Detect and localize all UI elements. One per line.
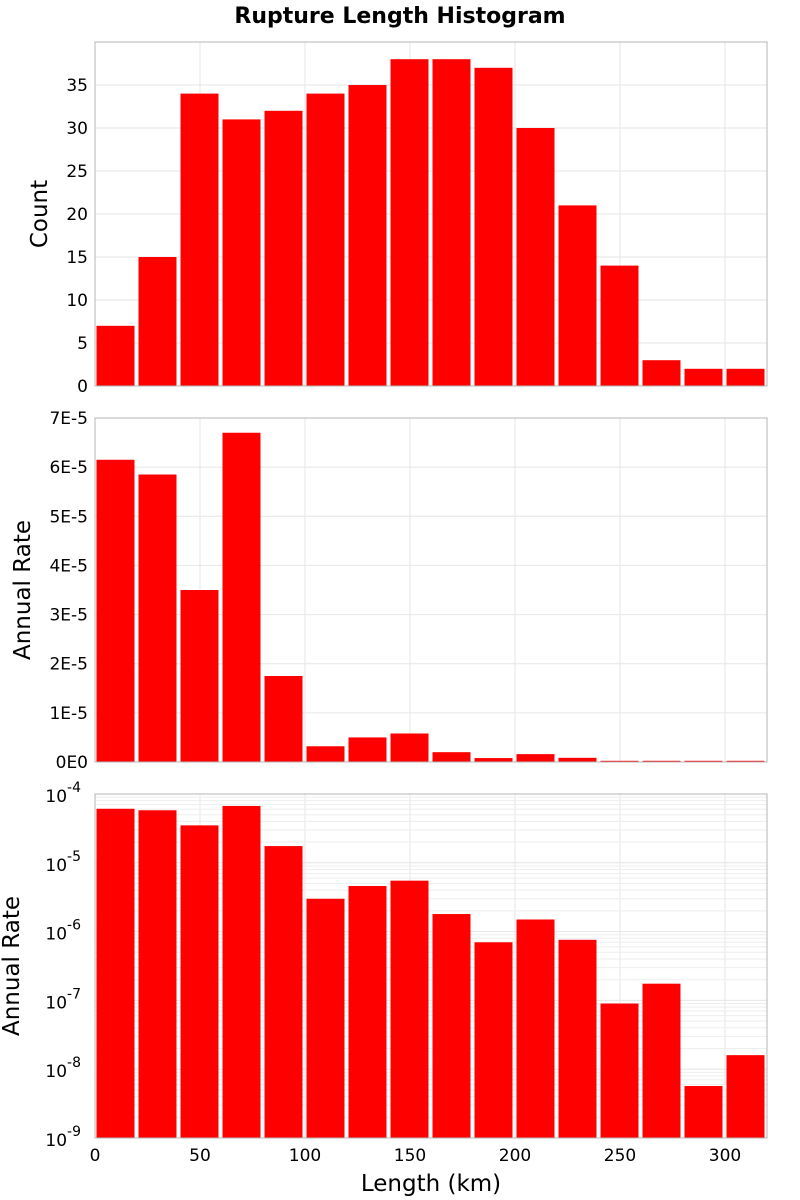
y-tick-label: 4E-5 — [49, 556, 88, 576]
bar — [432, 59, 471, 386]
bar — [348, 737, 387, 762]
bar — [390, 733, 429, 762]
bar — [306, 746, 345, 762]
bar — [516, 754, 555, 762]
bar — [96, 325, 135, 386]
bar — [264, 676, 303, 762]
y-tick-label: 10-7 — [45, 986, 81, 1013]
bar — [726, 1055, 765, 1138]
y-tick-label: 25 — [66, 162, 88, 182]
bar — [432, 914, 471, 1138]
y-tick-label: 15 — [66, 248, 88, 268]
x-tick-labels: 0 50 100 150 200 250 300 — [90, 1146, 742, 1166]
y-tick-label: 2E-5 — [49, 655, 88, 675]
bar — [558, 939, 597, 1138]
bar — [726, 760, 765, 762]
bar — [390, 880, 429, 1138]
bar — [600, 265, 639, 386]
bar — [222, 119, 261, 387]
x-tick-label: 300 — [709, 1146, 741, 1166]
y-axis-label: Count — [27, 180, 53, 248]
bar — [138, 474, 177, 762]
bar — [474, 942, 513, 1138]
bar — [600, 1003, 639, 1138]
bar — [474, 758, 513, 762]
bar — [222, 432, 261, 762]
bar — [516, 919, 555, 1138]
x-tick-label: 0 — [90, 1146, 101, 1166]
y-tick-label: 10 — [66, 291, 88, 311]
bars — [96, 805, 765, 1138]
y-tick-label: 35 — [66, 76, 88, 96]
bar — [474, 67, 513, 387]
bar — [138, 810, 177, 1138]
y-axis-label: Annual Rate — [0, 896, 25, 1036]
y-tick-label: 0 — [77, 377, 88, 397]
bar — [222, 805, 261, 1138]
x-tick-label: 200 — [499, 1146, 531, 1166]
annual-rate-log-panel: 10-9 10-8 10-7 10-6 10-5 10-4 Annual Rate 0 50 10… — [0, 780, 768, 1197]
y-tick-label: 10-5 — [45, 849, 81, 876]
bar — [432, 752, 471, 762]
bar — [348, 85, 387, 386]
bar — [306, 93, 345, 386]
bar — [684, 760, 723, 762]
y-tick-labels: 0E0 1E-5 2E-5 3E-5 4E-5 5E-5 6E-5 7E-5 — [49, 409, 88, 773]
bar — [96, 459, 135, 762]
y-tick-label: 20 — [66, 205, 88, 225]
y-axis-label: Annual Rate — [10, 520, 36, 660]
y-tick-label: 10-4 — [45, 780, 81, 807]
bar — [180, 590, 219, 762]
y-tick-label: 10-9 — [45, 1124, 81, 1151]
bar — [138, 257, 177, 386]
y-tick-labels: 0 5 10 15 20 25 30 35 — [66, 76, 88, 397]
bar — [558, 205, 597, 386]
bar — [684, 1085, 723, 1138]
figure-title: Rupture Length Histogram — [234, 4, 565, 29]
x-tick-label: 250 — [604, 1146, 636, 1166]
x-axis-label: Length (km) — [361, 1171, 501, 1197]
bars — [96, 432, 765, 762]
bar — [348, 886, 387, 1138]
count-histogram-panel: 0 5 10 15 20 25 30 35 Count — [27, 41, 768, 397]
bar — [306, 898, 345, 1138]
bar — [558, 757, 597, 762]
plot-frame — [94, 417, 768, 763]
plot-frame — [94, 41, 768, 387]
y-tick-label: 1E-5 — [49, 704, 88, 724]
bar — [642, 760, 681, 762]
x-tick-label: 150 — [394, 1146, 426, 1166]
bar — [600, 760, 639, 762]
y-tick-label: 3E-5 — [49, 606, 88, 626]
bar — [96, 808, 135, 1138]
x-tick-label: 50 — [189, 1146, 211, 1166]
y-tick-label: 0E0 — [56, 753, 88, 773]
bar — [264, 110, 303, 387]
bar — [180, 93, 219, 386]
y-tick-label: 6E-5 — [49, 458, 88, 478]
y-tick-label: 5 — [77, 334, 88, 354]
y-tick-labels: 10-9 10-8 10-7 10-6 10-5 10-4 — [45, 780, 81, 1151]
y-tick-label: 10-8 — [45, 1055, 81, 1082]
bar — [180, 825, 219, 1138]
y-tick-label: 30 — [66, 119, 88, 139]
y-tick-label: 7E-5 — [49, 409, 88, 429]
bars — [96, 59, 765, 387]
bar — [642, 360, 681, 386]
bar — [684, 368, 723, 386]
bar — [516, 128, 555, 386]
bar — [642, 983, 681, 1138]
plot-frame — [94, 793, 768, 1139]
y-tick-label: 5E-5 — [49, 507, 88, 527]
bar — [390, 59, 429, 386]
annual-rate-linear-panel: 0E0 1E-5 2E-5 3E-5 4E-5 5E-5 6E-5 7E-5 Annual Ra… — [10, 409, 768, 773]
x-tick-label: 100 — [289, 1146, 321, 1166]
bar — [726, 368, 765, 386]
bar — [264, 846, 303, 1138]
y-tick-label: 10-6 — [45, 918, 81, 945]
